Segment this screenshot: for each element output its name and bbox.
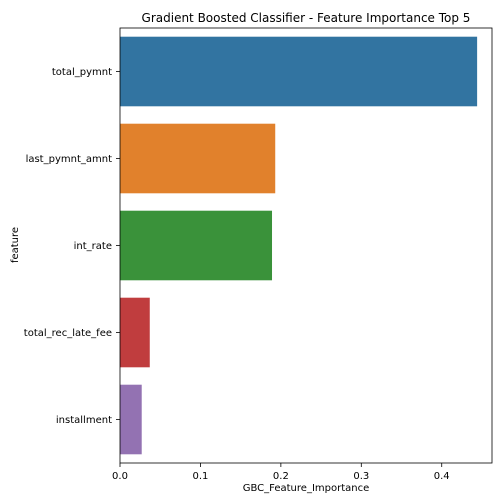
- bar-int-rate: [120, 210, 273, 281]
- bars-group: [120, 36, 478, 455]
- x-axis-label: GBC_Feature_Importance: [243, 483, 370, 494]
- x-tick-label: 0.4: [434, 471, 450, 482]
- y-tick-label: int_rate: [74, 241, 112, 252]
- y-ticks-group: total_pymnt last_pymnt_amnt int_rate total_…: [24, 67, 120, 426]
- plot-frame: [119, 27, 493, 464]
- y-tick-label: installment: [56, 415, 112, 426]
- y-tick-label: total_pymnt: [52, 67, 112, 78]
- x-tick-label: 0.2: [273, 471, 289, 482]
- y-tick-label: total_rec_late_fee: [24, 328, 112, 339]
- x-tick-label: 0.1: [192, 471, 208, 482]
- x-tick-label: 0.0: [112, 471, 128, 482]
- bar-last-pymnt-amnt: [120, 123, 276, 194]
- x-tick-label: 0.3: [353, 471, 369, 482]
- bar-installment: [120, 384, 142, 455]
- bar-total-rec-late-fee: [120, 297, 150, 368]
- x-ticks-group: 0.0 0.1 0.2 0.3 0.4: [112, 463, 450, 482]
- y-tick-label: last_pymnt_amnt: [26, 154, 113, 165]
- chart-title: Gradient Boosted Classifier - Feature Im…: [142, 11, 471, 25]
- bar-total-pymnt: [120, 36, 478, 107]
- y-axis-label: feature: [10, 227, 21, 263]
